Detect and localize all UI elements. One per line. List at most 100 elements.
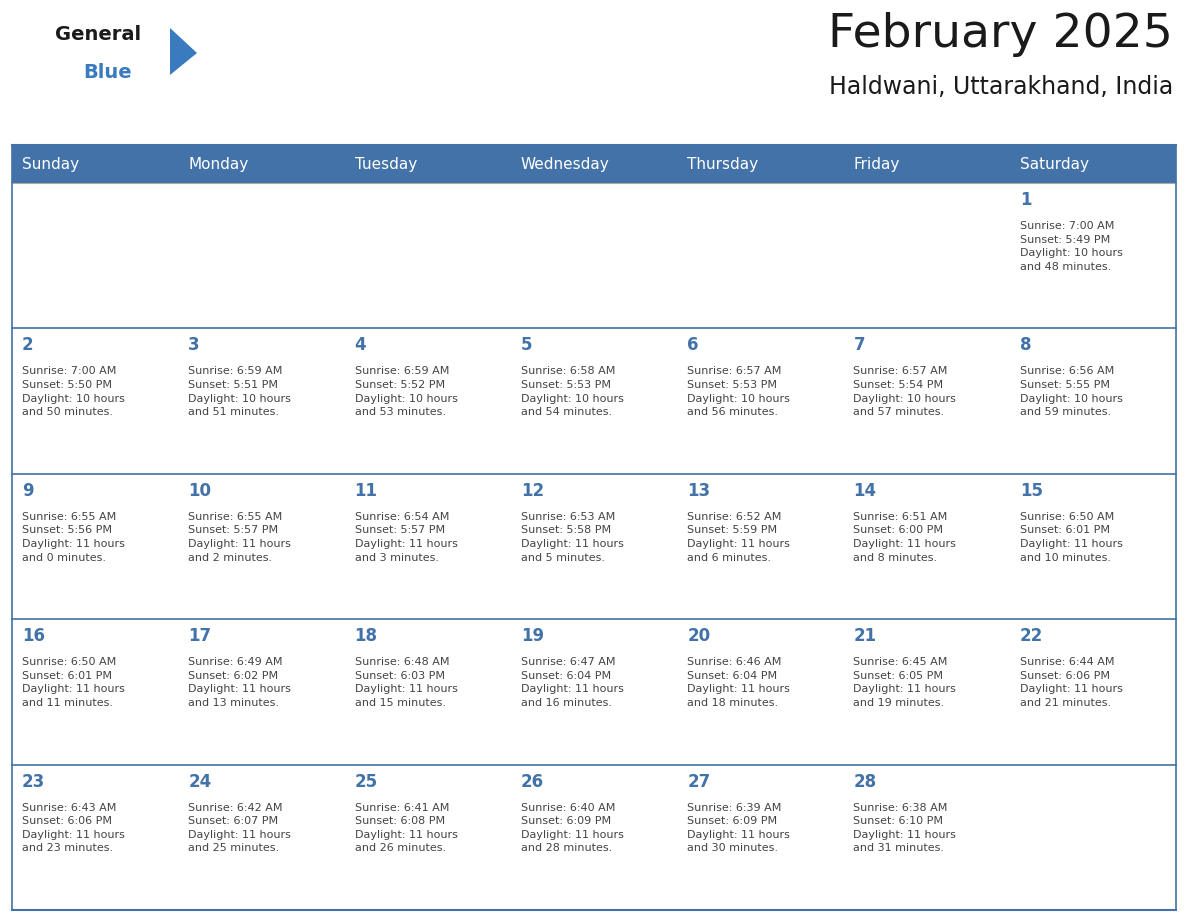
Text: Thursday: Thursday: [687, 156, 758, 172]
Text: 6: 6: [687, 336, 699, 354]
Bar: [677, 183, 843, 329]
Bar: [677, 620, 843, 765]
Bar: [1010, 620, 1176, 765]
Text: Sunrise: 6:52 AM
Sunset: 5:59 PM
Daylight: 11 hours
and 6 minutes.: Sunrise: 6:52 AM Sunset: 5:59 PM Dayligh…: [687, 512, 790, 563]
Bar: [511, 329, 677, 474]
Text: 12: 12: [520, 482, 544, 499]
Text: 9: 9: [23, 482, 33, 499]
Text: 7: 7: [853, 336, 865, 354]
Text: February 2025: February 2025: [828, 12, 1173, 57]
Text: Sunrise: 6:59 AM
Sunset: 5:52 PM
Daylight: 10 hours
and 53 minutes.: Sunrise: 6:59 AM Sunset: 5:52 PM Dayligh…: [354, 366, 457, 417]
Bar: [843, 329, 1010, 474]
Text: 4: 4: [354, 336, 366, 354]
Bar: [511, 183, 677, 329]
Text: 21: 21: [853, 627, 877, 645]
Text: Tuesday: Tuesday: [354, 156, 417, 172]
Bar: [12, 145, 1176, 183]
Bar: [1010, 765, 1176, 910]
Text: 11: 11: [354, 482, 378, 499]
Text: 5: 5: [520, 336, 532, 354]
Text: 17: 17: [188, 627, 211, 645]
Bar: [12, 620, 178, 765]
Text: 14: 14: [853, 482, 877, 499]
Bar: [1010, 474, 1176, 620]
Text: 8: 8: [1019, 336, 1031, 354]
Text: Sunrise: 6:50 AM
Sunset: 6:01 PM
Daylight: 11 hours
and 10 minutes.: Sunrise: 6:50 AM Sunset: 6:01 PM Dayligh…: [1019, 512, 1123, 563]
Bar: [345, 474, 511, 620]
Text: Sunrise: 6:39 AM
Sunset: 6:09 PM
Daylight: 11 hours
and 30 minutes.: Sunrise: 6:39 AM Sunset: 6:09 PM Dayligh…: [687, 802, 790, 854]
Text: Sunrise: 6:53 AM
Sunset: 5:58 PM
Daylight: 11 hours
and 5 minutes.: Sunrise: 6:53 AM Sunset: 5:58 PM Dayligh…: [520, 512, 624, 563]
Bar: [677, 765, 843, 910]
Text: 10: 10: [188, 482, 211, 499]
Bar: [12, 474, 178, 620]
Bar: [511, 765, 677, 910]
Text: 22: 22: [1019, 627, 1043, 645]
Text: Sunrise: 7:00 AM
Sunset: 5:49 PM
Daylight: 10 hours
and 48 minutes.: Sunrise: 7:00 AM Sunset: 5:49 PM Dayligh…: [1019, 221, 1123, 272]
Text: Sunrise: 6:55 AM
Sunset: 5:57 PM
Daylight: 11 hours
and 2 minutes.: Sunrise: 6:55 AM Sunset: 5:57 PM Dayligh…: [188, 512, 291, 563]
Bar: [843, 620, 1010, 765]
Bar: [1010, 183, 1176, 329]
Text: Sunday: Sunday: [23, 156, 80, 172]
Bar: [178, 620, 345, 765]
Text: Wednesday: Wednesday: [520, 156, 609, 172]
Text: Monday: Monday: [188, 156, 248, 172]
Text: Sunrise: 6:56 AM
Sunset: 5:55 PM
Daylight: 10 hours
and 59 minutes.: Sunrise: 6:56 AM Sunset: 5:55 PM Dayligh…: [1019, 366, 1123, 417]
Text: Sunrise: 6:43 AM
Sunset: 6:06 PM
Daylight: 11 hours
and 23 minutes.: Sunrise: 6:43 AM Sunset: 6:06 PM Dayligh…: [23, 802, 125, 854]
Bar: [843, 474, 1010, 620]
Text: Sunrise: 6:57 AM
Sunset: 5:53 PM
Daylight: 10 hours
and 56 minutes.: Sunrise: 6:57 AM Sunset: 5:53 PM Dayligh…: [687, 366, 790, 417]
Text: 28: 28: [853, 773, 877, 790]
Text: Blue: Blue: [83, 63, 132, 82]
Bar: [843, 183, 1010, 329]
Text: Sunrise: 6:50 AM
Sunset: 6:01 PM
Daylight: 11 hours
and 11 minutes.: Sunrise: 6:50 AM Sunset: 6:01 PM Dayligh…: [23, 657, 125, 708]
Bar: [1010, 329, 1176, 474]
Text: 23: 23: [23, 773, 45, 790]
Text: Sunrise: 6:40 AM
Sunset: 6:09 PM
Daylight: 11 hours
and 28 minutes.: Sunrise: 6:40 AM Sunset: 6:09 PM Dayligh…: [520, 802, 624, 854]
Bar: [511, 474, 677, 620]
Text: Sunrise: 6:58 AM
Sunset: 5:53 PM
Daylight: 10 hours
and 54 minutes.: Sunrise: 6:58 AM Sunset: 5:53 PM Dayligh…: [520, 366, 624, 417]
Bar: [12, 183, 178, 329]
Bar: [345, 183, 511, 329]
Bar: [12, 765, 178, 910]
Bar: [511, 620, 677, 765]
Bar: [677, 474, 843, 620]
Text: Sunrise: 6:45 AM
Sunset: 6:05 PM
Daylight: 11 hours
and 19 minutes.: Sunrise: 6:45 AM Sunset: 6:05 PM Dayligh…: [853, 657, 956, 708]
Bar: [677, 329, 843, 474]
Polygon shape: [170, 28, 197, 75]
Text: Sunrise: 7:00 AM
Sunset: 5:50 PM
Daylight: 10 hours
and 50 minutes.: Sunrise: 7:00 AM Sunset: 5:50 PM Dayligh…: [23, 366, 125, 417]
Text: General: General: [55, 25, 141, 44]
Text: Sunrise: 6:46 AM
Sunset: 6:04 PM
Daylight: 11 hours
and 18 minutes.: Sunrise: 6:46 AM Sunset: 6:04 PM Dayligh…: [687, 657, 790, 708]
Text: Saturday: Saturday: [1019, 156, 1088, 172]
Text: 15: 15: [1019, 482, 1043, 499]
Text: Sunrise: 6:54 AM
Sunset: 5:57 PM
Daylight: 11 hours
and 3 minutes.: Sunrise: 6:54 AM Sunset: 5:57 PM Dayligh…: [354, 512, 457, 563]
Text: Sunrise: 6:38 AM
Sunset: 6:10 PM
Daylight: 11 hours
and 31 minutes.: Sunrise: 6:38 AM Sunset: 6:10 PM Dayligh…: [853, 802, 956, 854]
Text: 20: 20: [687, 627, 710, 645]
Text: Sunrise: 6:41 AM
Sunset: 6:08 PM
Daylight: 11 hours
and 26 minutes.: Sunrise: 6:41 AM Sunset: 6:08 PM Dayligh…: [354, 802, 457, 854]
Bar: [178, 765, 345, 910]
Text: Sunrise: 6:44 AM
Sunset: 6:06 PM
Daylight: 11 hours
and 21 minutes.: Sunrise: 6:44 AM Sunset: 6:06 PM Dayligh…: [1019, 657, 1123, 708]
Bar: [345, 765, 511, 910]
Text: 18: 18: [354, 627, 378, 645]
Text: Sunrise: 6:47 AM
Sunset: 6:04 PM
Daylight: 11 hours
and 16 minutes.: Sunrise: 6:47 AM Sunset: 6:04 PM Dayligh…: [520, 657, 624, 708]
Text: 26: 26: [520, 773, 544, 790]
Text: 1: 1: [1019, 191, 1031, 209]
Text: 2: 2: [23, 336, 33, 354]
Bar: [843, 765, 1010, 910]
Text: Sunrise: 6:55 AM
Sunset: 5:56 PM
Daylight: 11 hours
and 0 minutes.: Sunrise: 6:55 AM Sunset: 5:56 PM Dayligh…: [23, 512, 125, 563]
Text: Sunrise: 6:59 AM
Sunset: 5:51 PM
Daylight: 10 hours
and 51 minutes.: Sunrise: 6:59 AM Sunset: 5:51 PM Dayligh…: [188, 366, 291, 417]
Bar: [178, 183, 345, 329]
Text: Sunrise: 6:42 AM
Sunset: 6:07 PM
Daylight: 11 hours
and 25 minutes.: Sunrise: 6:42 AM Sunset: 6:07 PM Dayligh…: [188, 802, 291, 854]
Text: 25: 25: [354, 773, 378, 790]
Text: 16: 16: [23, 627, 45, 645]
Bar: [12, 329, 178, 474]
Text: 24: 24: [188, 773, 211, 790]
Text: Sunrise: 6:51 AM
Sunset: 6:00 PM
Daylight: 11 hours
and 8 minutes.: Sunrise: 6:51 AM Sunset: 6:00 PM Dayligh…: [853, 512, 956, 563]
Text: Sunrise: 6:57 AM
Sunset: 5:54 PM
Daylight: 10 hours
and 57 minutes.: Sunrise: 6:57 AM Sunset: 5:54 PM Dayligh…: [853, 366, 956, 417]
Text: Sunrise: 6:49 AM
Sunset: 6:02 PM
Daylight: 11 hours
and 13 minutes.: Sunrise: 6:49 AM Sunset: 6:02 PM Dayligh…: [188, 657, 291, 708]
Text: 19: 19: [520, 627, 544, 645]
Bar: [178, 474, 345, 620]
Text: 27: 27: [687, 773, 710, 790]
Text: 13: 13: [687, 482, 710, 499]
Bar: [178, 329, 345, 474]
Text: Haldwani, Uttarakhand, India: Haldwani, Uttarakhand, India: [829, 75, 1173, 99]
Text: 3: 3: [188, 336, 200, 354]
